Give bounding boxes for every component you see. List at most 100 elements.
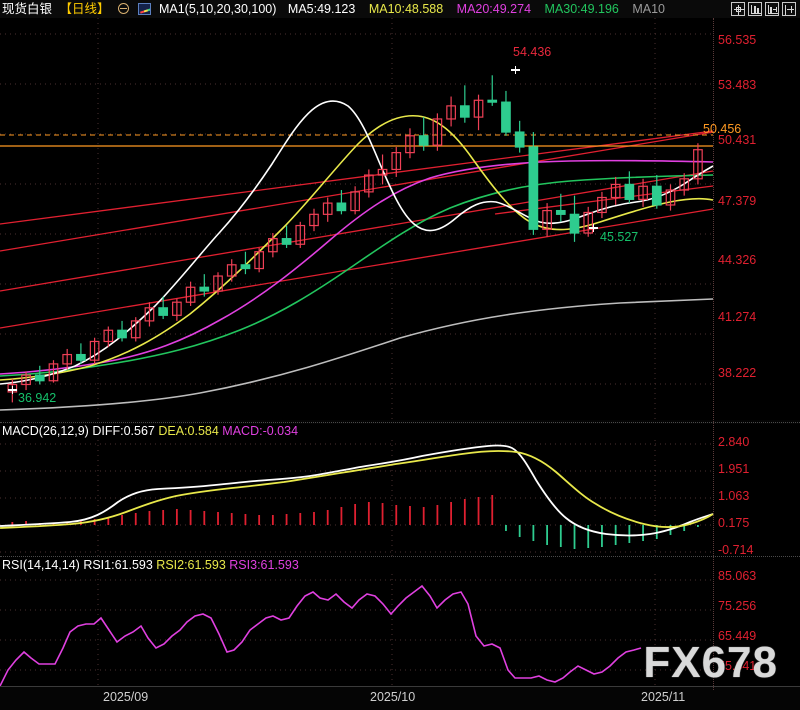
- x-axis-label: 2025/10: [370, 690, 416, 704]
- price-y-label: 50.431: [718, 133, 757, 147]
- candle: [62, 353, 73, 365]
- macd-y-label: 1.951: [718, 462, 750, 476]
- candle: [226, 264, 237, 277]
- ma100-value: MA10: [632, 2, 665, 16]
- rsi-y-label: 75.256: [718, 599, 757, 613]
- price-plot[interactable]: [0, 18, 800, 420]
- candle: [103, 329, 114, 343]
- macd-y-label: -0.714: [718, 543, 754, 557]
- macd-name: MACD(26,12,9): [2, 424, 89, 438]
- swing-low-label: 45.527: [600, 230, 639, 244]
- x-axis-line: [0, 686, 800, 687]
- macd-plot[interactable]: [0, 440, 800, 574]
- candle: [21, 374, 31, 386]
- x-axis-label: 2025/09: [103, 690, 149, 704]
- rsi-plot[interactable]: [0, 574, 800, 702]
- candle: [514, 131, 525, 148]
- candle: [158, 307, 169, 316]
- candle: [610, 183, 621, 199]
- candle: [405, 135, 415, 154]
- circle-minus-icon[interactable]: [118, 3, 129, 14]
- watermark: FX678: [643, 638, 778, 687]
- rsi-title: RSI(14,14,14) RSI1:61.593 RSI2:61.593 RS…: [2, 558, 299, 572]
- y-axis-divider: [713, 18, 714, 690]
- candle: [693, 149, 703, 180]
- zoom-horizontal-tool-icon[interactable]: [765, 2, 779, 16]
- candle: [391, 152, 402, 171]
- macd-diff: DIFF:0.567: [92, 424, 155, 438]
- swing-high-label: 54.436: [513, 45, 552, 59]
- rsi3-value: RSI3:61.593: [229, 558, 299, 572]
- candle: [172, 301, 182, 316]
- price-y-label: 44.326: [718, 253, 757, 267]
- panel-divider: [0, 422, 800, 423]
- candle: [117, 329, 127, 339]
- symbol-name: 现货白银: [2, 2, 53, 16]
- crosshair-tool-icon[interactable]: [731, 2, 745, 16]
- candle: [295, 224, 306, 245]
- candle: [501, 101, 511, 133]
- candle: [48, 363, 59, 382]
- macd-macd: MACD:-0.034: [222, 424, 299, 438]
- shift-right-tool-icon[interactable]: [782, 2, 796, 16]
- panel-divider: [0, 556, 800, 557]
- macd-y-label: 2.840: [718, 435, 750, 449]
- zoom-vertical-tool-icon[interactable]: [748, 2, 762, 16]
- rsi-line: [0, 584, 642, 687]
- chart-toolbar: [731, 2, 796, 16]
- price-y-label: 53.483: [718, 78, 757, 92]
- candle: [583, 211, 594, 234]
- macd-y-label: 0.175: [718, 516, 750, 530]
- rsi-y-label: 65.449: [718, 629, 757, 643]
- rsi-y-label: 85.063: [718, 569, 757, 583]
- candle: [144, 307, 155, 322]
- candle: [638, 185, 648, 200]
- candle: [89, 340, 100, 361]
- candle: [350, 191, 360, 212]
- period-label[interactable]: 【日线】: [59, 2, 110, 16]
- candle: [487, 99, 498, 103]
- ma-config-label[interactable]: MA1(5,10,20,30,100): [158, 2, 277, 16]
- price-panel[interactable]: 56.535 53.483 50.431 47.379 44.326 41.27…: [0, 18, 800, 420]
- candle: [542, 209, 552, 230]
- candle: [322, 202, 333, 215]
- candle: [363, 174, 374, 193]
- macd-title: MACD(26,12,9) DIFF:0.567 DEA:0.584 MACD:…: [2, 424, 298, 438]
- ma20-value: MA20:49.274: [456, 2, 532, 16]
- candle: [336, 202, 347, 212]
- candle: [281, 238, 292, 245]
- macd-dea: DEA:0.584: [158, 424, 219, 438]
- candle: [76, 353, 86, 361]
- x-axis-label: 2025/11: [641, 690, 686, 704]
- candle: [459, 105, 470, 118]
- candle: [213, 275, 223, 292]
- candle: [624, 183, 635, 200]
- candle: [254, 251, 264, 270]
- macd-y-label: 1.063: [718, 489, 750, 503]
- candle: [418, 135, 429, 146]
- candle: [185, 286, 196, 303]
- candle: [473, 99, 484, 118]
- candle: [199, 286, 210, 292]
- ma5-value: MA5:49.123: [287, 2, 356, 16]
- chart-header: 现货白银 【日线】 MA1(5,10,20,30,100) MA5:49.123…: [0, 0, 800, 18]
- candle: [34, 374, 45, 382]
- rsi-panel[interactable]: RSI(14,14,14) RSI1:61.593 RSI2:61.593 RS…: [0, 558, 800, 687]
- candle: [446, 105, 456, 120]
- rsi-y-label: 55.641: [718, 659, 757, 673]
- ma10-value: MA10:48.588: [368, 2, 444, 16]
- price-y-label: 41.274: [718, 310, 757, 324]
- candlestick-icon[interactable]: [138, 3, 152, 15]
- candle: [528, 146, 539, 230]
- price-y-label: 47.379: [718, 194, 757, 208]
- rsi1-value: RSI1:61.593: [83, 558, 153, 572]
- candle: [432, 118, 443, 146]
- candle: [569, 213, 580, 234]
- start-low-label: 36.942: [18, 391, 57, 405]
- price-y-label: 38.222: [718, 366, 757, 380]
- rsi-name: RSI(14,14,14): [2, 558, 80, 572]
- macd-panel[interactable]: MACD(26,12,9) DIFF:0.567 DEA:0.584 MACD:…: [0, 424, 800, 574]
- candle: [651, 185, 662, 206]
- candle: [309, 213, 319, 227]
